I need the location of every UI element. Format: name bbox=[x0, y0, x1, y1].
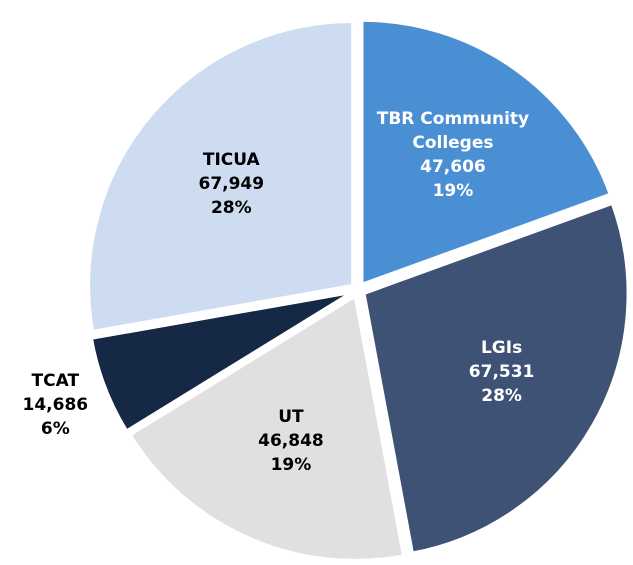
value-label: 14,686 bbox=[22, 395, 89, 415]
percent-label: 19% bbox=[432, 180, 474, 201]
category-label: TICUA bbox=[202, 149, 260, 170]
pie-slice bbox=[128, 293, 406, 562]
slice-label: TICUA 67,949 28% bbox=[198, 148, 264, 220]
value-label: 67,949 bbox=[198, 173, 265, 194]
category-label: TCAT bbox=[31, 371, 80, 391]
category-label: UT bbox=[278, 407, 304, 428]
percent-label: 19% bbox=[270, 455, 312, 476]
pie-slice bbox=[87, 19, 355, 334]
slice-label: UT 46,848 19% bbox=[258, 405, 324, 477]
category-label: TBR Community Colleges bbox=[376, 108, 530, 153]
slice-label: TBR Community Colleges 47,606 19% bbox=[368, 107, 538, 203]
percent-label: 6% bbox=[40, 419, 70, 439]
slice-label: LGIs 67,531 28% bbox=[469, 336, 535, 408]
value-label: 67,531 bbox=[468, 362, 535, 383]
percent-label: 28% bbox=[210, 197, 252, 218]
pie-slice bbox=[360, 18, 613, 287]
pie-slice bbox=[89, 291, 353, 433]
pie-slice bbox=[362, 201, 630, 555]
category-label: LGIs bbox=[480, 338, 523, 359]
percent-label: 28% bbox=[481, 386, 522, 407]
value-label: 46,848 bbox=[258, 431, 324, 452]
value-label: 47,606 bbox=[420, 156, 486, 177]
slice-label: TCAT 14,686 6% bbox=[23, 369, 89, 441]
